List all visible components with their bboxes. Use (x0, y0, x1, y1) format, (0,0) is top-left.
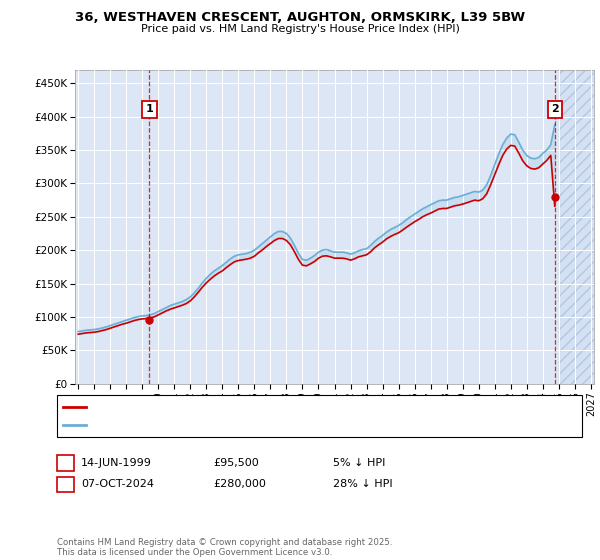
Text: 5% ↓ HPI: 5% ↓ HPI (333, 458, 385, 468)
Text: 36, WESTHAVEN CRESCENT, AUGHTON, ORMSKIRK, L39 5BW (detached house): 36, WESTHAVEN CRESCENT, AUGHTON, ORMSKIR… (88, 402, 482, 412)
Text: 14-JUN-1999: 14-JUN-1999 (81, 458, 152, 468)
Bar (559, 70, 594, 384)
Bar (559, 70, 594, 384)
Text: 07-OCT-2024: 07-OCT-2024 (81, 479, 154, 489)
Text: 2: 2 (62, 479, 69, 489)
Text: £280,000: £280,000 (213, 479, 266, 489)
Text: Price paid vs. HM Land Registry's House Price Index (HPI): Price paid vs. HM Land Registry's House … (140, 24, 460, 34)
Text: 28% ↓ HPI: 28% ↓ HPI (333, 479, 392, 489)
Text: 36, WESTHAVEN CRESCENT, AUGHTON, ORMSKIRK, L39 5BW: 36, WESTHAVEN CRESCENT, AUGHTON, ORMSKIR… (75, 11, 525, 24)
Text: 1: 1 (146, 104, 154, 114)
Text: 2: 2 (551, 104, 559, 114)
Text: HPI: Average price, detached house, West Lancashire: HPI: Average price, detached house, West… (88, 420, 355, 430)
Text: 1: 1 (62, 458, 69, 468)
Text: £95,500: £95,500 (213, 458, 259, 468)
Text: Contains HM Land Registry data © Crown copyright and database right 2025.
This d: Contains HM Land Registry data © Crown c… (57, 538, 392, 557)
